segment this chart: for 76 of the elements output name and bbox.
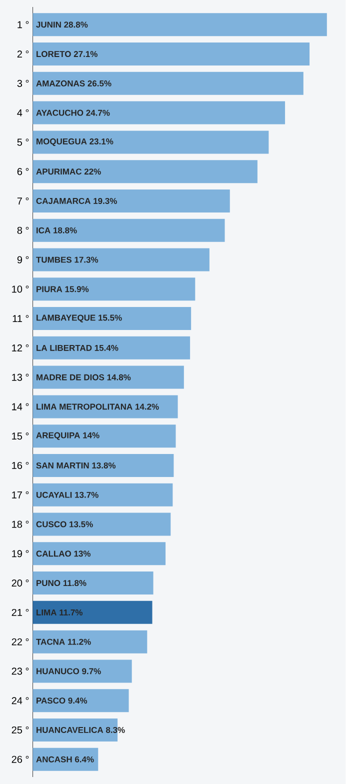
y-tick-label: 4 °: [17, 109, 29, 116]
y-tick-label: 9 °: [17, 256, 29, 264]
y-tick-label: 26 °: [12, 756, 29, 763]
bar: [32, 218, 225, 242]
y-tick-label: 21 °: [12, 608, 29, 616]
data-label: PIURA 15.9%: [36, 286, 89, 292]
data-label: UCAYALI 13.7%: [36, 492, 99, 498]
bar: [32, 13, 328, 36]
data-label: AMAZONAS 26.5%: [36, 80, 112, 86]
y-tick-label: 23 °: [12, 668, 29, 675]
data-label: SAN MARTIN 13.8%: [36, 462, 116, 468]
data-label: HUANUCO 9.7%: [36, 668, 102, 674]
bar: [32, 130, 269, 154]
bar: [32, 542, 166, 566]
bar: [32, 512, 171, 536]
y-tick-label: 20 °: [12, 580, 29, 587]
y-tick-label: 12 °: [12, 344, 29, 352]
bar: [32, 660, 132, 683]
bar: [32, 483, 173, 506]
data-label: CALLAO 13%: [36, 550, 91, 557]
y-tick-label: 16 °: [12, 462, 29, 470]
y-tick-label: 2 °: [18, 50, 29, 58]
y-tick-label: 13 °: [12, 374, 29, 381]
y-tick-label: 11 °: [12, 315, 29, 322]
y-tick-label: 22 °: [12, 638, 29, 646]
data-label: CUSCO 13.5%: [36, 521, 94, 528]
y-tick-label: 3 °: [17, 80, 29, 87]
data-label: ICA 18.8%: [36, 227, 77, 234]
data-label: PASCO 9.4%: [36, 698, 88, 704]
data-label: APURIMAC 22%: [36, 168, 102, 175]
bar: [32, 366, 184, 389]
y-tick-label: 6 °: [18, 168, 29, 176]
data-label: MOQUEGUA 23.1%: [36, 138, 114, 146]
data-label: CAJAMARCA 19.3%: [36, 198, 118, 204]
y-tick-label: 8 °: [17, 226, 29, 234]
data-label: LAMBAYEQUE 15.5%: [36, 314, 122, 322]
data-label: PUNO 11.8%: [36, 580, 86, 586]
bar: [32, 454, 174, 477]
bar: [32, 395, 178, 418]
bar: [32, 689, 129, 712]
y-tick-label: 14 °: [12, 403, 29, 410]
bar: [32, 572, 154, 595]
bar: [32, 748, 98, 771]
bar: [32, 424, 176, 448]
y-tick-label: 10 °: [12, 286, 29, 293]
bar: [32, 72, 304, 95]
data-label: TUMBES 17.3%: [36, 256, 98, 263]
data-label: AREQUIPA 14%: [36, 432, 100, 440]
bar: [32, 600, 152, 624]
y-tick-label: 17 °: [12, 491, 29, 498]
bar: [32, 160, 258, 184]
bar: [32, 630, 148, 654]
y-tick-label: 24 °: [12, 697, 29, 704]
data-label: LIMA METROPOLITANA 14.2%: [36, 404, 159, 410]
data-label: AYACUCHO 24.7%: [36, 110, 110, 116]
data-label: LORETO 27.1%: [36, 51, 98, 58]
data-label: JUNIN 28.8%: [36, 22, 88, 28]
bar: [32, 278, 196, 301]
y-tick-label: 18 °: [12, 520, 29, 528]
y-tick-label: 19 °: [12, 550, 29, 558]
data-label: LIMA 11.7%: [36, 609, 83, 616]
y-tick-label: 7 °: [18, 197, 29, 204]
bar: [32, 248, 210, 272]
bar: [32, 307, 192, 330]
data-label: LA LIBERTAD 15.4%: [36, 344, 118, 351]
y-tick-label: 25 °: [12, 726, 29, 734]
bar: [32, 42, 310, 66]
data-label: TACNA 11.2%: [36, 638, 91, 645]
y-tick-label: 5 °: [17, 138, 29, 146]
bar: [32, 189, 230, 212]
bar: [32, 101, 286, 124]
y-tick-label: 1 °: [18, 21, 29, 28]
data-label: ANCASH 6.4%: [36, 756, 94, 762]
data-label: MADRE DE DIOS 14.8%: [36, 374, 131, 380]
y-tick-label: 15 °: [12, 432, 29, 440]
bar: [32, 336, 190, 360]
